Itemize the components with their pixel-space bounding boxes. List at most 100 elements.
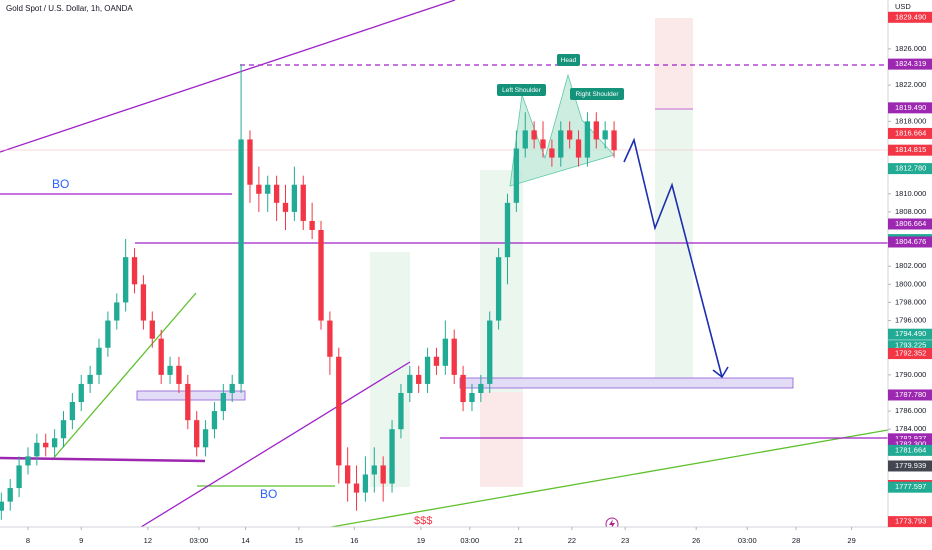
annotation: BO: [52, 177, 69, 191]
overlays: Left Shoulder Head Right Shoulder BO BO …: [6, 4, 729, 531]
candles: [0, 64, 617, 520]
candle-body: [344, 465, 351, 484]
candle-body: [531, 130, 537, 140]
candle-body: [16, 465, 22, 489]
label-box: [497, 84, 546, 96]
candle-body: [460, 374, 466, 403]
candle-body: [273, 184, 280, 203]
candle-body: [25, 456, 31, 466]
annotation: $$$: [414, 515, 432, 527]
event-icon-glyph: [609, 519, 615, 529]
candle-body: [513, 148, 520, 203]
price-tag: [888, 481, 932, 493]
y-tick-label: 1802.000: [895, 261, 926, 270]
label-box: [570, 88, 624, 100]
price-tag: [888, 144, 932, 156]
candle-body: [149, 320, 155, 339]
candle-body: [0, 501, 4, 511]
candle-body: [211, 411, 218, 430]
candle-body: [167, 365, 173, 375]
trend-line: [127, 361, 411, 536]
candle-body: [69, 402, 76, 421]
x-tick-label: 28: [792, 536, 800, 545]
y-tick-label: 1808.000: [895, 207, 926, 216]
price-tag-label: 1812.780: [895, 164, 926, 173]
x-tick-label: 03:00: [190, 536, 209, 545]
price-tag: [888, 389, 932, 401]
candle-body: [487, 320, 493, 384]
candle-body: [327, 320, 333, 357]
x-tick-label: 29: [847, 536, 855, 545]
price-tag: [888, 236, 932, 248]
x-tick-label: 22: [568, 536, 576, 545]
price-tag-label: 1792.352: [895, 349, 926, 358]
price-tag-label: 1777.597: [895, 482, 926, 491]
price-tag-label: 1824.319: [895, 59, 926, 68]
candle-body: [424, 356, 431, 384]
pattern-label: Head: [561, 57, 577, 64]
time-axis: [0, 527, 888, 550]
risk-zone: [480, 392, 523, 487]
candle-body: [593, 121, 599, 140]
trend-line: [51, 292, 197, 461]
y-tick-label: 1810.000: [895, 189, 926, 198]
price-tag-label: 1794.490: [895, 329, 926, 338]
x-tick-label: 8: [26, 536, 30, 545]
projection-arrow: [623, 137, 723, 378]
price-tag-label: 1804.676: [895, 237, 926, 246]
pattern-label: Right Shoulder: [576, 91, 620, 98]
candle-body: [362, 474, 369, 493]
candle-body: [158, 338, 164, 375]
price-tag: [888, 516, 932, 528]
candle-body: [549, 148, 555, 158]
price-tag-label: 1806.664: [895, 219, 926, 228]
y-tick-label: 1822.000: [895, 80, 926, 89]
candle-body: [442, 338, 448, 366]
price-tag-label: 1816.664: [895, 128, 926, 137]
price-tag: [888, 163, 932, 175]
y-tick-label: 1784.000: [895, 424, 926, 433]
price-tag-label: 1793.225: [895, 341, 926, 350]
candle-body: [131, 257, 138, 285]
candle-body: [478, 383, 484, 393]
candle-body: [318, 229, 324, 321]
candle-body: [398, 392, 404, 430]
candle-body: [114, 302, 120, 321]
candle-body: [265, 184, 271, 194]
candle-body: [43, 442, 49, 448]
candle-body: [122, 257, 129, 303]
y-tick-label: 1796.000: [895, 316, 926, 325]
candle-body: [540, 139, 546, 149]
candle-body: [238, 139, 244, 384]
candle-body: [256, 184, 262, 194]
price-tag: [888, 328, 932, 340]
price-tag-label: 1782.300: [895, 440, 926, 449]
x-tick-label: 9: [79, 536, 83, 545]
candle-body: [7, 488, 13, 502]
y-tick-label: 1786.000: [895, 406, 926, 415]
label-box: [557, 54, 580, 66]
candle-body: [602, 130, 608, 140]
candle-body: [380, 465, 386, 484]
price-tag-label: 1781.664: [895, 445, 926, 454]
y-tick-label: 1800.000: [895, 279, 926, 288]
candle-body: [140, 284, 147, 321]
candle-body: [575, 139, 582, 158]
x-tick-label: 03:00: [738, 536, 757, 545]
annotation: BO: [260, 487, 277, 501]
arrow-head: [712, 366, 729, 379]
x-tick-label: 26: [692, 536, 700, 545]
candle-body: [584, 121, 591, 158]
candle-body: [105, 320, 111, 348]
x-tick-label: 14: [241, 536, 249, 545]
candle-body: [282, 202, 289, 212]
candle-body: [353, 483, 360, 493]
chart-title: Gold Spot / U.S. Dollar, 1h, OANDA: [6, 4, 133, 13]
candle-body: [611, 130, 617, 151]
candle-body: [336, 356, 342, 466]
price-tag: [888, 433, 932, 445]
candle-body: [451, 338, 457, 375]
price-tag: [888, 340, 932, 352]
